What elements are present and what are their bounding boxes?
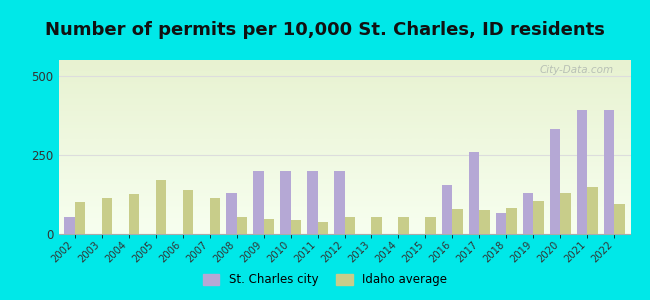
Bar — [469, 152, 480, 234]
Bar — [307, 171, 317, 234]
Bar — [506, 208, 517, 234]
Bar — [280, 171, 291, 234]
Bar — [344, 217, 355, 234]
Bar — [129, 194, 139, 234]
Bar — [254, 171, 263, 234]
Legend: St. Charles city, Idaho average: St. Charles city, Idaho average — [198, 269, 452, 291]
Bar — [64, 217, 75, 234]
Bar — [442, 185, 452, 234]
Bar — [183, 190, 193, 234]
Bar — [398, 217, 409, 234]
Bar — [226, 193, 237, 234]
Bar — [496, 213, 506, 234]
Bar — [614, 204, 625, 234]
Text: Number of permits per 10,000 St. Charles, ID residents: Number of permits per 10,000 St. Charles… — [45, 21, 605, 39]
Text: City-Data.com: City-Data.com — [540, 65, 614, 75]
Bar — [334, 171, 345, 234]
Bar — [550, 129, 560, 234]
Bar — [534, 201, 543, 234]
Bar — [263, 219, 274, 234]
Bar — [588, 187, 597, 234]
Bar — [101, 198, 112, 234]
Bar — [155, 180, 166, 234]
Bar — [480, 210, 489, 234]
Bar — [452, 209, 463, 234]
Bar — [523, 193, 534, 234]
Bar — [426, 217, 436, 234]
Bar — [317, 222, 328, 234]
Bar — [291, 220, 301, 234]
Bar — [209, 198, 220, 234]
Bar — [372, 217, 382, 234]
Bar — [577, 110, 588, 234]
Bar — [237, 217, 247, 234]
Bar — [560, 193, 571, 234]
Bar — [604, 110, 614, 234]
Bar — [75, 202, 85, 234]
